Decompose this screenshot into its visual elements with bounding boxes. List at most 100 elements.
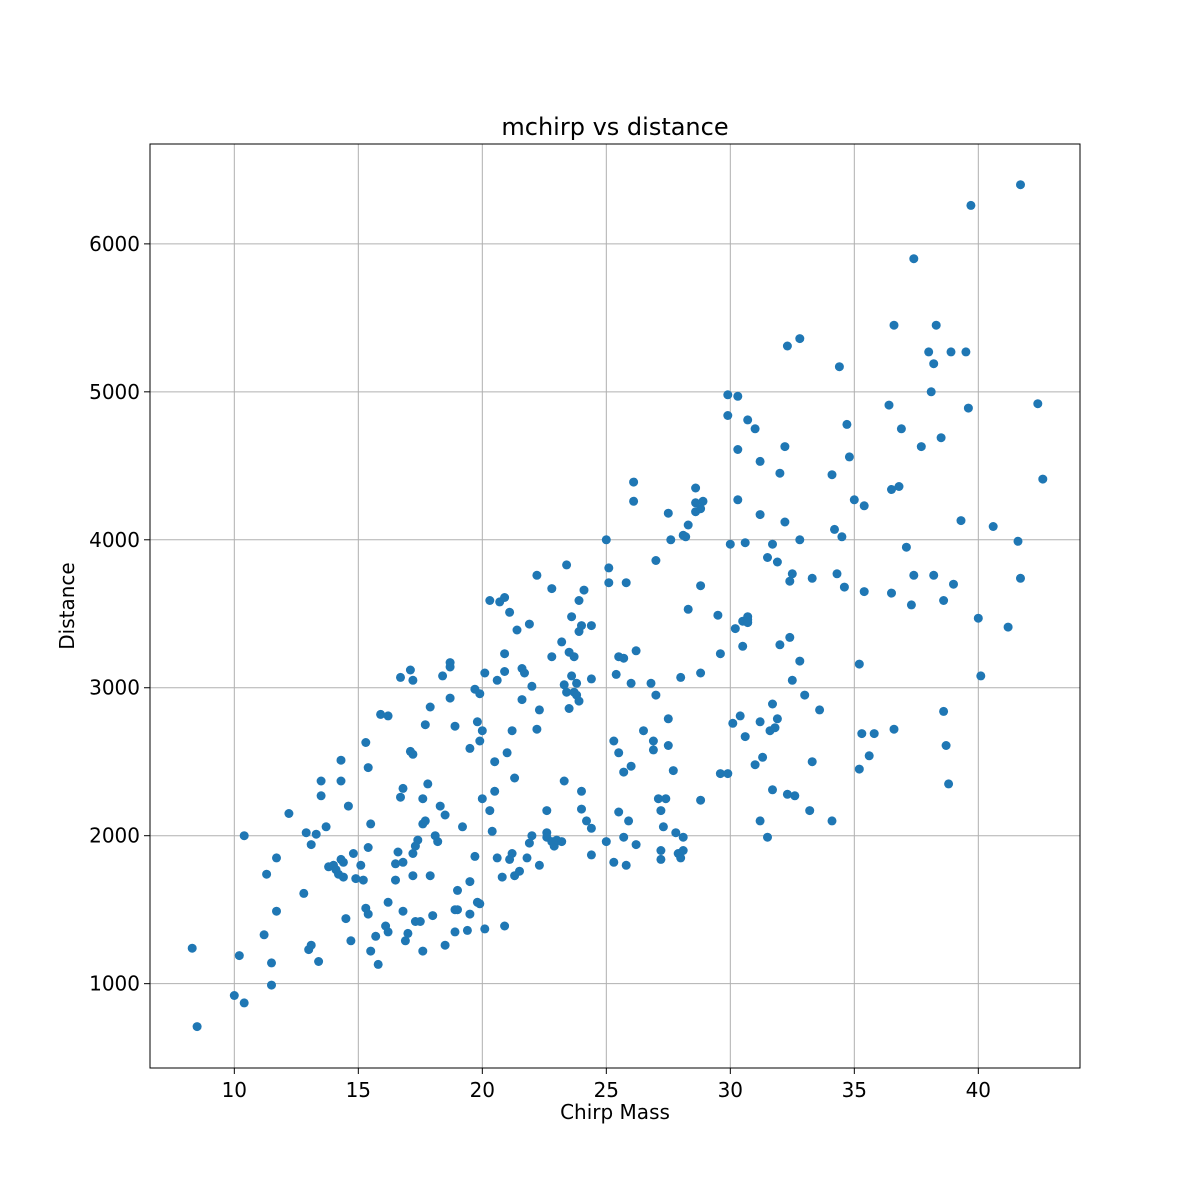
scatter-point [1016, 573, 1025, 583]
scatter-point [939, 596, 949, 605]
scatter-point [480, 924, 490, 934]
scatter-point [336, 776, 346, 786]
scatter-point [358, 875, 368, 885]
scatter-point [534, 705, 544, 715]
scatter-point [485, 596, 495, 605]
scatter-point [262, 869, 272, 879]
scatter-point [311, 829, 321, 839]
scatter-point [316, 776, 326, 786]
scatter-point [462, 925, 472, 935]
scatter-point [750, 424, 760, 434]
scatter-point [465, 877, 475, 887]
scatter-point [557, 837, 567, 847]
scatter-point [639, 726, 648, 736]
scatter-point [1033, 399, 1043, 409]
scatter-point [668, 766, 678, 776]
scatter-point [976, 671, 986, 681]
x-tick-label: 25 [594, 1078, 619, 1102]
scatter-point [795, 535, 805, 545]
scatter-point [782, 341, 792, 351]
scatter-point [733, 391, 743, 401]
data-points [187, 180, 1048, 1032]
scatter-point [515, 866, 524, 876]
scatter-point [475, 899, 485, 909]
x-axis-title: Chirp Mass [560, 1100, 670, 1124]
scatter-point [775, 468, 785, 478]
scatter-point [696, 504, 706, 514]
scatter-point [683, 520, 693, 530]
scatter-point [542, 806, 552, 816]
scatter-point [1016, 180, 1025, 190]
scatter-point [420, 816, 430, 826]
y-tick-label: 1000 [89, 972, 140, 996]
scatter-point [338, 857, 348, 867]
scatter-point [527, 681, 537, 691]
y-axis-title: Distance [55, 562, 79, 649]
scatter-point [586, 674, 596, 684]
scatter-point [663, 714, 673, 724]
scatter-point [790, 791, 800, 801]
scatter-point [854, 659, 864, 669]
scatter-point [522, 853, 532, 863]
scatter-point [839, 582, 849, 592]
scatter-point [363, 763, 373, 773]
plot-frame [149, 143, 1081, 1069]
scatter-point [500, 649, 510, 659]
scatter-point [949, 579, 958, 589]
scatter-point [267, 980, 276, 990]
scatter-point [259, 930, 269, 940]
scatter-point [859, 587, 869, 597]
scatter-point [371, 931, 381, 941]
scatter-point [916, 442, 926, 452]
scatter-point [944, 779, 954, 789]
scatter-point [586, 823, 596, 833]
scatter-point [396, 792, 405, 802]
scatter-point [730, 624, 740, 634]
scatter-point [715, 649, 725, 659]
scatter-point [557, 637, 567, 647]
scatter-point [929, 359, 939, 369]
scatter-point [351, 874, 361, 884]
scatter-point [743, 415, 753, 425]
scatter-point [487, 826, 497, 836]
scatter-point [492, 853, 502, 863]
scatter-point [725, 539, 735, 549]
scatter-point [532, 724, 542, 734]
scatter-point [601, 535, 611, 545]
scatter-point [626, 678, 636, 688]
scatter-point [572, 678, 582, 688]
scatter-point [567, 671, 577, 681]
scatter-point [408, 749, 418, 759]
scatter-point [586, 850, 596, 860]
scatter-point [614, 807, 624, 817]
scatter-point [842, 419, 852, 429]
scatter-point [656, 806, 666, 816]
scatter-point [500, 667, 510, 676]
y-tick-label: 5000 [89, 380, 140, 404]
chart-title: mchirp vs distance [501, 113, 728, 141]
scatter-point [316, 791, 326, 801]
scatter-point [423, 779, 433, 789]
scatter-point [465, 909, 475, 919]
y-tick-label: 3000 [89, 676, 140, 700]
scatter-point [475, 736, 485, 746]
scatter-point [768, 699, 777, 709]
scatter-point [678, 846, 688, 855]
scatter-point [579, 585, 589, 595]
scatter-point [450, 927, 460, 937]
scatter-point [574, 696, 584, 706]
scatter-point [517, 695, 527, 705]
scatter-point [502, 748, 512, 758]
scatter-point [1003, 622, 1013, 632]
scatter-point [619, 832, 629, 842]
scatter-point [398, 857, 408, 867]
scatter-point [728, 718, 738, 728]
scatter-point [577, 804, 586, 814]
grid [150, 144, 1080, 1068]
scatter-point [500, 593, 510, 602]
scatter-point [601, 837, 611, 847]
scatter-point [475, 689, 485, 699]
scatter-point [973, 613, 983, 623]
